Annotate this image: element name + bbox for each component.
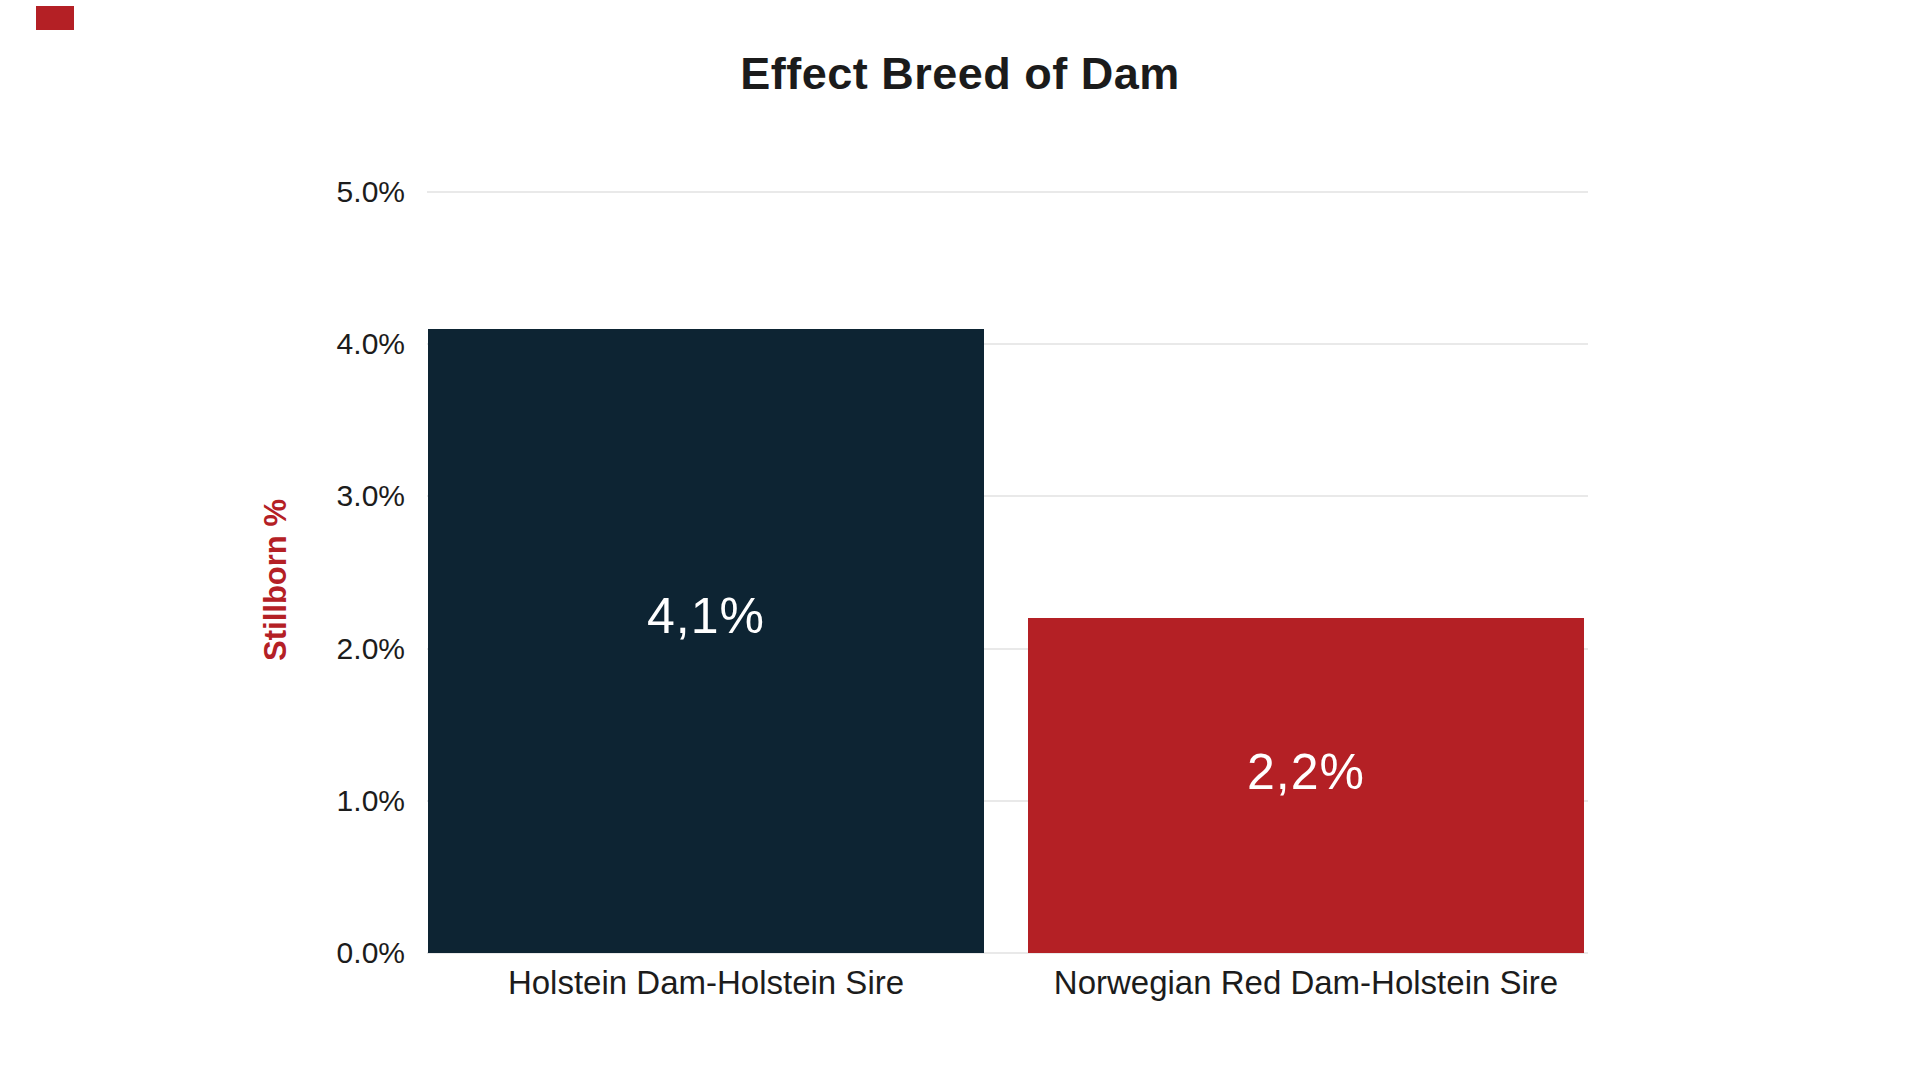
bar-value-label: 2,2% (1247, 743, 1365, 801)
y-tick-label: 2.0% (337, 632, 405, 666)
y-axis-title: Stillborn % (258, 499, 294, 661)
y-tick-label: 5.0% (337, 175, 405, 209)
gridline (427, 191, 1588, 193)
bar-value-label: 4,1% (647, 587, 765, 645)
bar: 4,1% (428, 329, 984, 953)
plot-area: 0.0%1.0%2.0%3.0%4.0%5.0% 4,1%2,2% Holste… (427, 192, 1588, 953)
y-tick-label: 0.0% (337, 936, 405, 970)
y-tick-label: 1.0% (337, 784, 405, 818)
y-tick-label: 3.0% (337, 479, 405, 513)
x-category-label: Holstein Dam-Holstein Sire (508, 964, 904, 1002)
bar: 2,2% (1028, 618, 1584, 953)
chart-title: Effect Breed of Dam (0, 48, 1920, 100)
chart-canvas: Effect Breed of Dam Stillborn % 0.0% 1.0%… (0, 0, 1920, 1080)
y-tick-label: 4.0% (337, 327, 405, 361)
brand-mark (36, 6, 74, 30)
x-category-label: Norwegian Red Dam-Holstein Sire (1054, 964, 1558, 1002)
